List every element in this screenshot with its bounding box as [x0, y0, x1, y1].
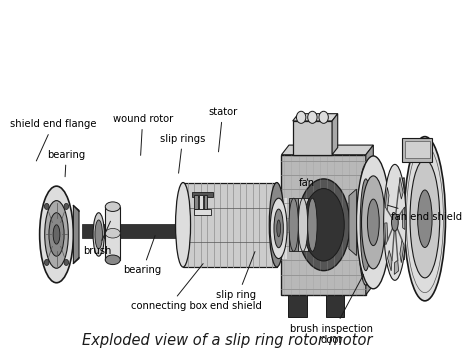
Ellipse shape — [358, 164, 374, 285]
Polygon shape — [282, 145, 374, 155]
Text: shield end flange: shield end flange — [9, 119, 96, 161]
Ellipse shape — [105, 255, 120, 265]
Ellipse shape — [105, 202, 120, 211]
Polygon shape — [82, 224, 328, 238]
Bar — [402, 138, 432, 162]
Bar — [194, 209, 211, 215]
Text: fan: fan — [299, 178, 315, 188]
Polygon shape — [400, 240, 404, 263]
Ellipse shape — [297, 179, 350, 271]
Bar — [405, 141, 429, 158]
Polygon shape — [399, 177, 403, 199]
Polygon shape — [293, 114, 337, 121]
Ellipse shape — [308, 198, 317, 251]
Ellipse shape — [95, 220, 102, 249]
Text: stator: stator — [208, 107, 237, 152]
Bar — [199, 195, 203, 209]
Ellipse shape — [45, 260, 49, 265]
Ellipse shape — [45, 204, 49, 209]
Ellipse shape — [356, 156, 390, 289]
Polygon shape — [298, 198, 308, 251]
Polygon shape — [332, 114, 337, 155]
Bar — [192, 192, 213, 197]
Text: connecting box: connecting box — [131, 264, 208, 311]
Ellipse shape — [49, 213, 64, 256]
Bar — [194, 195, 198, 209]
Ellipse shape — [404, 137, 446, 301]
Ellipse shape — [410, 160, 440, 278]
Polygon shape — [394, 260, 399, 274]
Ellipse shape — [45, 201, 68, 268]
Ellipse shape — [303, 188, 344, 261]
Polygon shape — [326, 295, 344, 317]
Ellipse shape — [383, 164, 406, 280]
Ellipse shape — [277, 220, 281, 237]
Ellipse shape — [64, 204, 69, 209]
Text: wound rotor: wound rotor — [112, 114, 173, 155]
Text: brush inspection
door: brush inspection door — [290, 275, 373, 345]
Text: Exploded view of a slip ring rotor motor: Exploded view of a slip ring rotor motor — [82, 333, 373, 348]
Ellipse shape — [274, 209, 283, 248]
Ellipse shape — [362, 176, 385, 269]
Polygon shape — [385, 223, 388, 245]
Ellipse shape — [269, 182, 284, 267]
Ellipse shape — [296, 111, 306, 123]
Polygon shape — [73, 205, 79, 264]
Ellipse shape — [418, 190, 432, 247]
Polygon shape — [388, 250, 392, 271]
Ellipse shape — [105, 228, 120, 238]
Ellipse shape — [53, 225, 60, 244]
Polygon shape — [183, 182, 277, 267]
Text: fan end shield: fan end shield — [387, 205, 463, 222]
Ellipse shape — [289, 198, 298, 251]
Ellipse shape — [175, 182, 191, 267]
Text: bearing: bearing — [124, 236, 162, 275]
Polygon shape — [289, 198, 298, 251]
Polygon shape — [366, 145, 374, 295]
Polygon shape — [402, 207, 405, 229]
Ellipse shape — [64, 260, 69, 265]
Polygon shape — [288, 295, 307, 317]
Polygon shape — [395, 178, 404, 260]
Ellipse shape — [308, 111, 317, 123]
Ellipse shape — [319, 111, 328, 123]
Ellipse shape — [298, 198, 308, 251]
Ellipse shape — [40, 186, 73, 283]
Polygon shape — [385, 187, 389, 210]
Bar — [293, 121, 332, 155]
Ellipse shape — [367, 199, 379, 246]
Ellipse shape — [93, 213, 104, 256]
Ellipse shape — [270, 198, 287, 258]
Ellipse shape — [392, 214, 398, 231]
Text: bearing: bearing — [47, 150, 85, 177]
Polygon shape — [308, 198, 317, 251]
Text: slip ring
end shield: slip ring end shield — [210, 252, 262, 311]
Polygon shape — [270, 198, 287, 258]
Polygon shape — [349, 189, 356, 256]
Polygon shape — [282, 155, 366, 295]
Bar — [204, 195, 208, 209]
Ellipse shape — [360, 179, 372, 271]
Text: brush: brush — [83, 221, 111, 256]
Polygon shape — [105, 207, 120, 260]
Text: slip rings: slip rings — [160, 134, 205, 173]
